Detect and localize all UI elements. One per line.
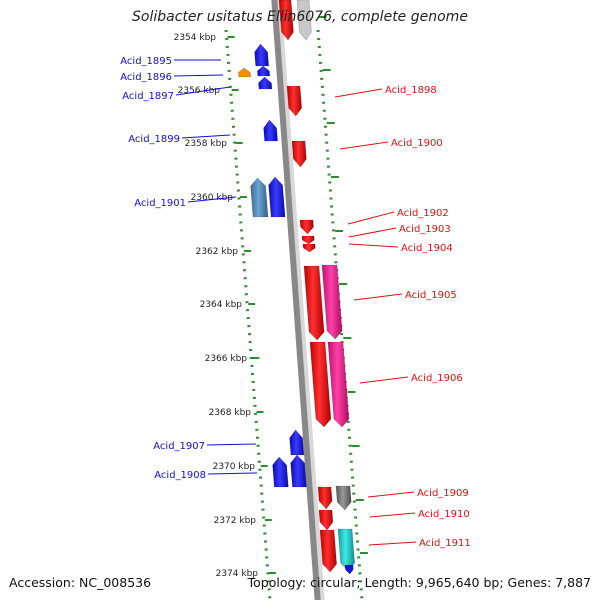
gene-acid-1901-a bbox=[250, 177, 269, 218]
gene-label-acid-1896: Acid_1896 bbox=[120, 72, 172, 83]
gene-acid-1909-b bbox=[335, 485, 352, 511]
genome-backbone bbox=[271, 0, 321, 600]
gene-acid-1907 bbox=[289, 429, 305, 456]
leader-line bbox=[369, 512, 416, 518]
gene-acid-1911 bbox=[319, 529, 337, 573]
label-leader-lines bbox=[173, 59, 417, 546]
leader-line bbox=[348, 227, 397, 238]
gene-partial-top bbox=[278, 0, 294, 41]
ruler-ticks bbox=[227, 16, 368, 574]
gene-partial-top-gray bbox=[296, 0, 312, 41]
leader-line bbox=[173, 74, 224, 77]
ruler-labels: 2354 kbp 2356 kbp 2358 kbp 2360 kbp 2362 kbp… bbox=[174, 33, 259, 579]
genome-summary-text: Topology: circular; Length: 9,965,640 bp… bbox=[247, 575, 591, 590]
gene-label-acid-1900: Acid_1900 bbox=[391, 138, 443, 149]
gene-label-acid-1908: Acid_1908 bbox=[154, 470, 206, 481]
gene-label-acid-1904: Acid_1904 bbox=[401, 243, 453, 254]
gene-acid-1909 bbox=[317, 486, 333, 510]
ruler-label: 2370 kbp bbox=[213, 462, 256, 472]
accession-text: Accession: NC_008536 bbox=[9, 575, 152, 590]
leader-line bbox=[348, 243, 399, 248]
gene-label-acid-1909: Acid_1909 bbox=[417, 488, 469, 499]
gene-label-acid-1906: Acid_1906 bbox=[411, 373, 463, 384]
gene-acid-1906-a bbox=[309, 341, 332, 428]
gene-label-acid-1905: Acid_1905 bbox=[405, 290, 457, 301]
gene-acid-1905-b bbox=[321, 264, 343, 340]
ruler-label: 2356 kbp bbox=[178, 86, 221, 96]
gene-features bbox=[238, 0, 355, 575]
gene-acid-1900 bbox=[291, 140, 307, 168]
leader-line bbox=[347, 211, 395, 225]
gene-acid-1904 bbox=[302, 243, 316, 253]
leader-line bbox=[207, 472, 258, 475]
gene-acid-1896-b bbox=[257, 65, 271, 77]
gene-partial-bottom bbox=[344, 564, 354, 575]
ruler-label: 2368 kbp bbox=[209, 408, 252, 418]
gene-acid-1898 bbox=[286, 85, 303, 117]
gene-acid-1896 bbox=[238, 67, 252, 78]
gene-label-acid-1907: Acid_1907 bbox=[153, 441, 205, 452]
gene-acid-1895 bbox=[254, 43, 270, 67]
gene-label-acid-1903: Acid_1903 bbox=[399, 224, 451, 235]
leader-line bbox=[187, 196, 237, 203]
ruler-label: 2364 kbp bbox=[200, 300, 243, 310]
ruler-label: 2374 kbp bbox=[216, 569, 259, 579]
gene-acid-1897 bbox=[258, 76, 273, 90]
gene-label-acid-1898: Acid_1898 bbox=[385, 85, 437, 96]
gene-acid-1910 bbox=[318, 509, 334, 531]
ruler-label: 2354 kbp bbox=[174, 33, 217, 43]
leader-line bbox=[334, 88, 383, 98]
gene-acid-1899 bbox=[263, 119, 278, 142]
leader-line bbox=[368, 541, 417, 546]
ruler-label: 2372 kbp bbox=[214, 516, 257, 526]
gene-label-acid-1910: Acid_1910 bbox=[418, 509, 470, 520]
leader-line bbox=[359, 376, 409, 384]
inner-ruler-track bbox=[224, 29, 272, 600]
ruler-label: 2358 kbp bbox=[185, 139, 228, 149]
gene-acid-1906-b bbox=[327, 341, 350, 428]
ruler-label: 2362 kbp bbox=[196, 247, 239, 257]
gene-acid-1905-a bbox=[303, 265, 325, 341]
gene-label-acid-1902: Acid_1902 bbox=[397, 208, 449, 219]
gene-label-acid-1895: Acid_1895 bbox=[120, 56, 172, 67]
ruler-label: 2360 kbp bbox=[191, 193, 234, 203]
leader-line bbox=[339, 141, 389, 150]
leader-line bbox=[175, 86, 231, 96]
gene-label-acid-1911: Acid_1911 bbox=[419, 538, 471, 549]
map-title: Solibacter usitatus Ellin6076, complete … bbox=[132, 9, 468, 25]
gene-acid-1908-a bbox=[272, 456, 289, 488]
gene-label-acid-1899: Acid_1899 bbox=[128, 134, 180, 145]
gene-labels: Acid_1895 Acid_1896 Acid_1897 Acid_1899 Acid… bbox=[120, 56, 471, 549]
ruler-label: 2366 kbp bbox=[205, 354, 248, 364]
gene-acid-1901-b bbox=[268, 176, 286, 218]
leader-line bbox=[353, 293, 403, 301]
gene-label-acid-1901: Acid_1901 bbox=[134, 198, 186, 209]
gene-label-acid-1897: Acid_1897 bbox=[122, 91, 174, 102]
leader-line bbox=[181, 134, 231, 139]
gene-acid-1903 bbox=[301, 235, 315, 245]
leader-line bbox=[206, 443, 257, 446]
leader-line bbox=[367, 491, 415, 498]
gene-acid-1908-b bbox=[290, 454, 307, 488]
gene-acid-1902 bbox=[299, 219, 314, 235]
